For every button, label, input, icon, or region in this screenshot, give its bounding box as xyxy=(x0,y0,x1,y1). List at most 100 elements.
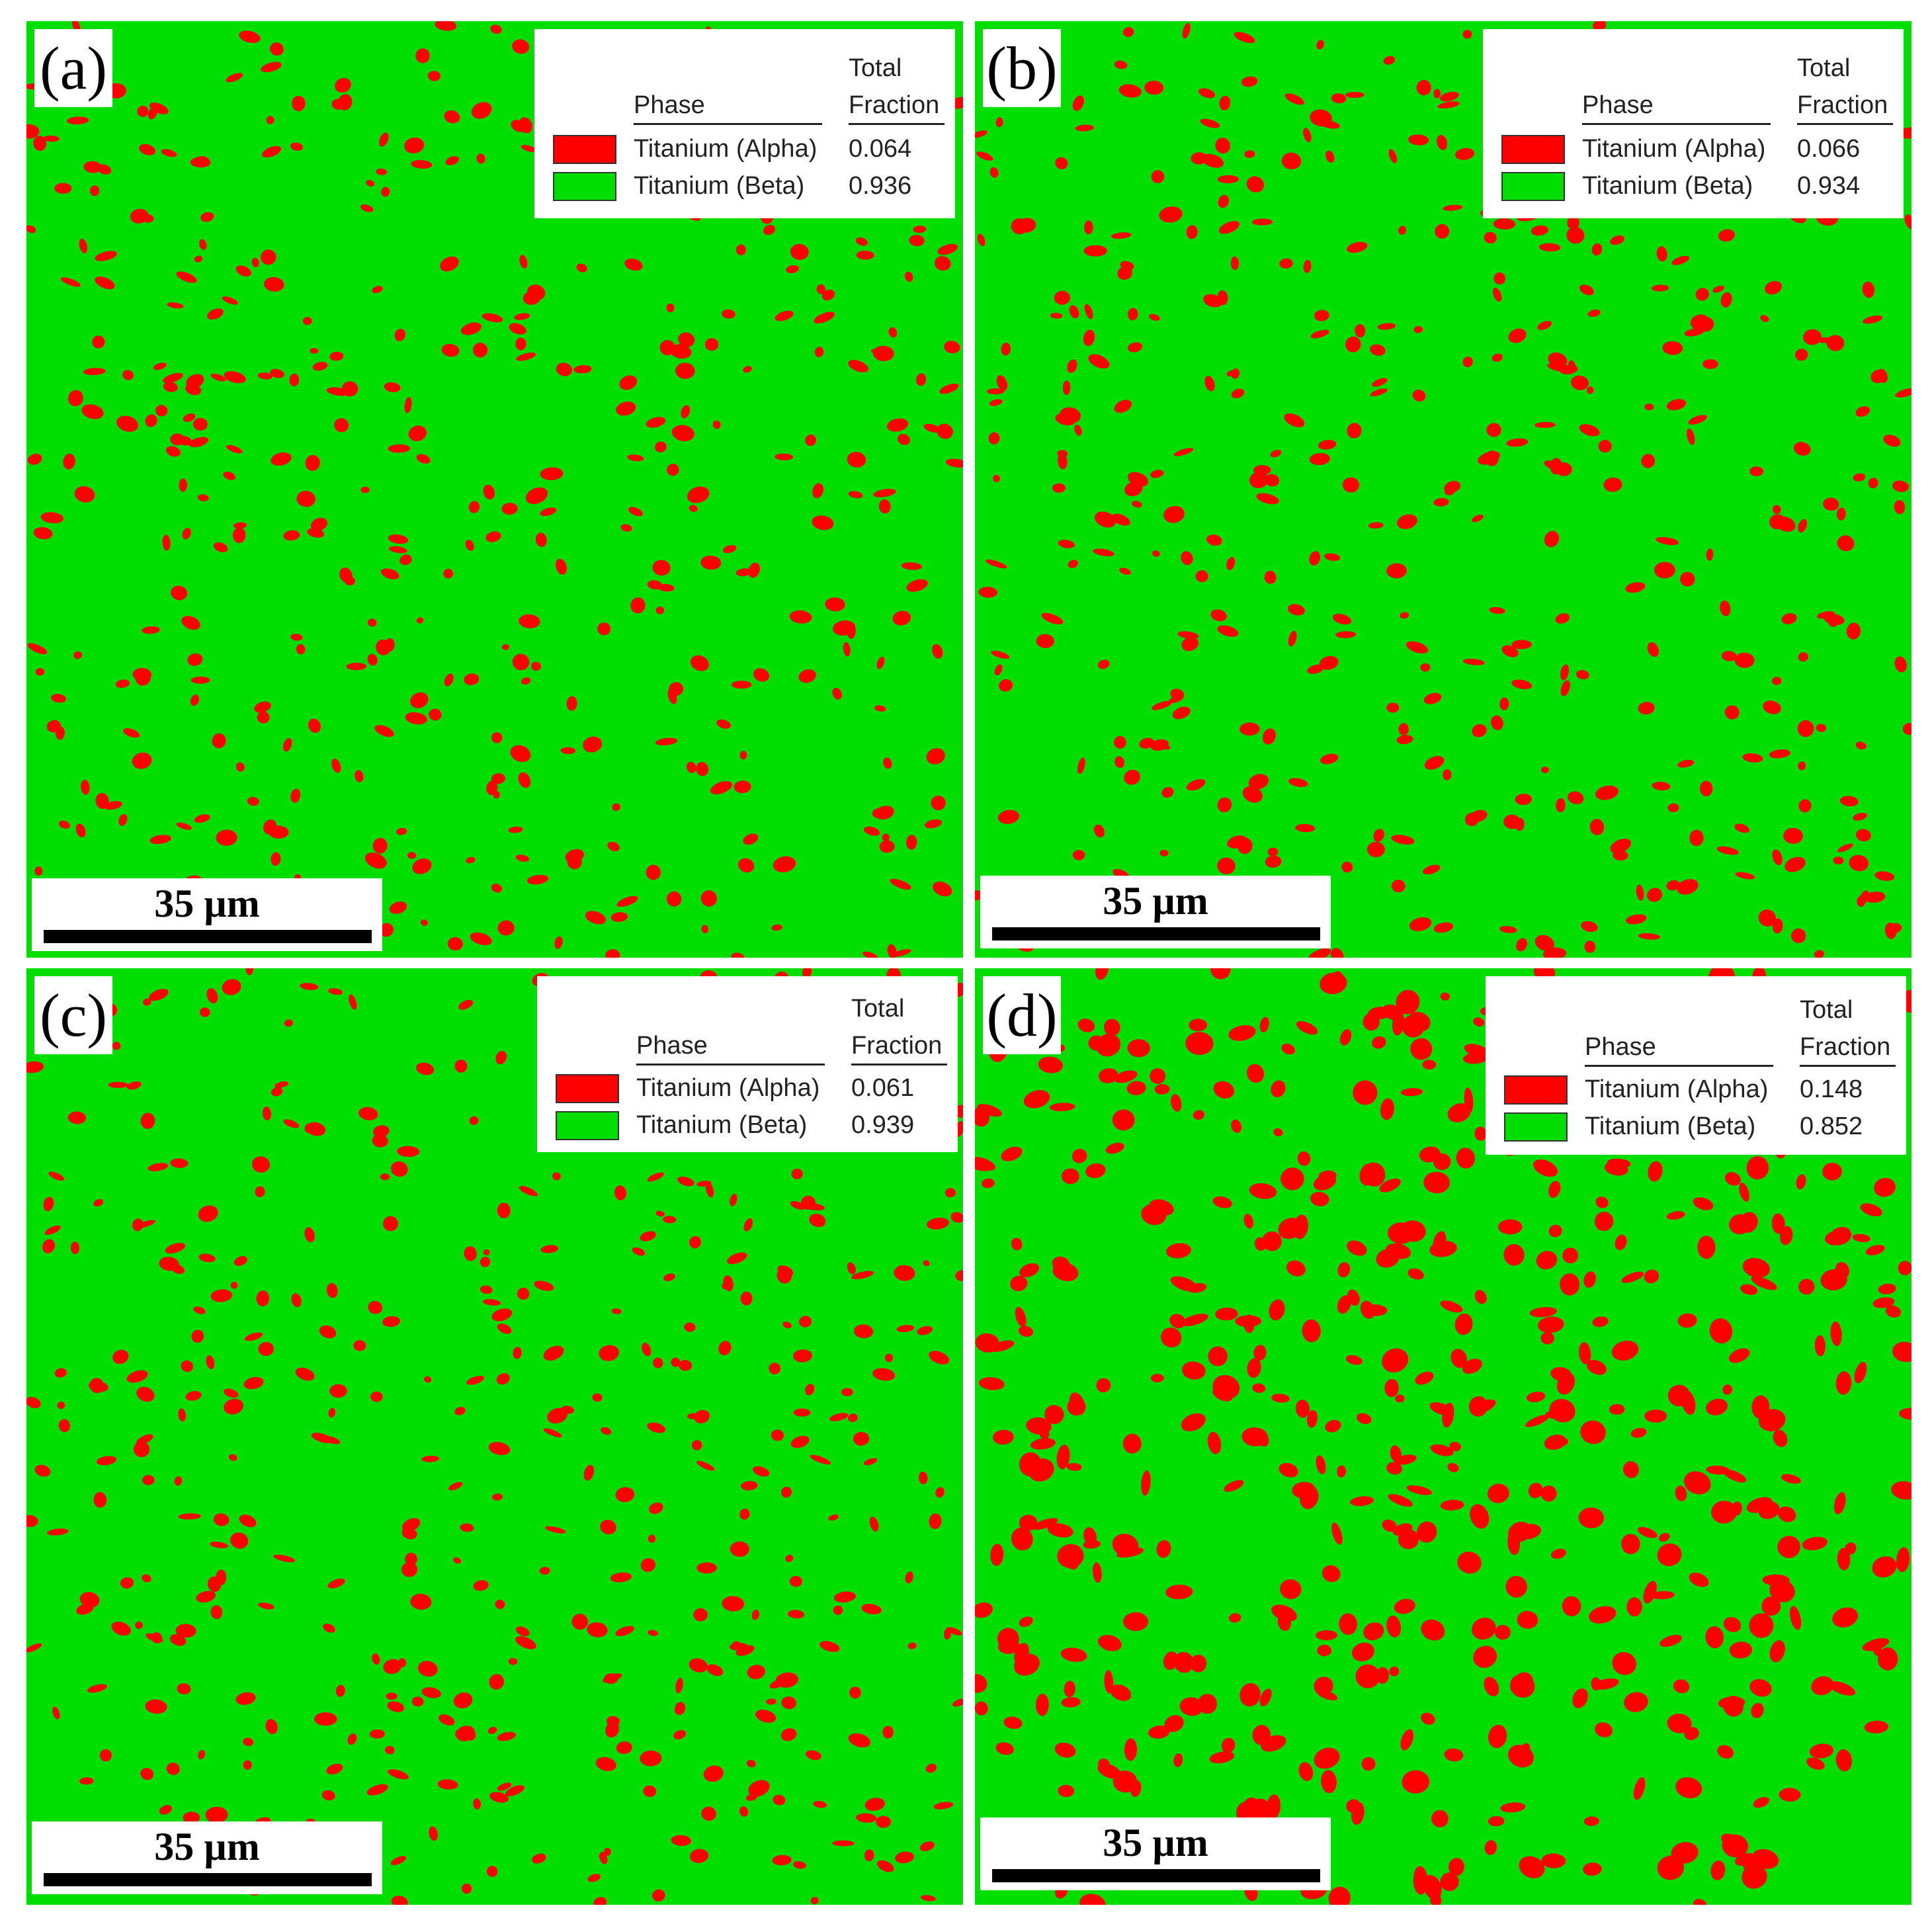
alpha-grain xyxy=(1583,1816,1599,1826)
alpha-grain xyxy=(410,1593,432,1610)
alpha-grain xyxy=(469,1116,479,1125)
alpha-grain xyxy=(1499,926,1517,933)
alpha-grain xyxy=(1817,337,1836,343)
alpha-grain xyxy=(1478,451,1500,465)
alpha-grain xyxy=(1749,1679,1772,1697)
alpha-grain xyxy=(792,1349,812,1362)
alpha-grain xyxy=(872,808,886,819)
alpha-grain xyxy=(1444,1748,1464,1762)
alpha-phase-name: Titanium (Alpha) xyxy=(636,1074,820,1102)
alpha-grain xyxy=(1677,1313,1697,1328)
alpha-grain xyxy=(1217,857,1236,874)
alpha-grain xyxy=(1462,659,1485,665)
alpha-grain xyxy=(1017,218,1036,233)
alpha-grain xyxy=(1281,1167,1304,1191)
alpha-grain xyxy=(66,116,89,125)
alpha-grain xyxy=(454,1060,468,1073)
alpha-grain xyxy=(1695,288,1709,301)
beta-swatch xyxy=(556,1111,619,1140)
alpha-grain xyxy=(1307,664,1324,674)
alpha-grain xyxy=(1170,1094,1182,1112)
alpha-grain xyxy=(1548,1224,1562,1237)
alpha-grain xyxy=(1681,1390,1696,1415)
alpha-grain xyxy=(681,405,691,419)
alpha-grain xyxy=(740,1291,753,1306)
alpha-grain xyxy=(1688,415,1707,425)
alpha-grain xyxy=(1806,1757,1825,1770)
alpha-grain xyxy=(874,705,886,712)
alpha-grain xyxy=(26,1643,42,1653)
alpha-grain xyxy=(1488,1724,1507,1748)
alpha-grain xyxy=(730,1193,737,1206)
alpha-grain xyxy=(1644,1409,1667,1423)
alpha-grain xyxy=(1189,1019,1207,1032)
alpha-grain xyxy=(497,1732,516,1741)
alpha-grain xyxy=(401,1562,417,1577)
scale-bar-b: 35 µm xyxy=(980,876,1331,948)
alpha-grain xyxy=(687,1413,701,1420)
alpha-grain xyxy=(247,796,259,806)
alpha-grain xyxy=(741,1481,758,1491)
alpha-grain xyxy=(329,1384,347,1398)
alpha-grain xyxy=(521,145,536,152)
alpha-grain xyxy=(142,1574,151,1583)
alpha-grain xyxy=(1011,1527,1033,1551)
alpha-grain xyxy=(416,617,424,624)
alpha-grain xyxy=(1609,1403,1625,1415)
alpha-grain xyxy=(1112,1109,1135,1131)
alpha-grain xyxy=(1318,120,1340,129)
alpha-grain xyxy=(1386,702,1400,713)
alpha-grain xyxy=(931,644,943,659)
alpha-grain xyxy=(1462,29,1472,39)
alpha-grain xyxy=(1580,1420,1606,1444)
alpha-grain xyxy=(1156,1540,1171,1558)
alpha-grain xyxy=(1278,1218,1303,1239)
alpha-grain xyxy=(1287,604,1305,616)
alpha-grain xyxy=(54,183,72,194)
alpha-grain xyxy=(1772,505,1781,515)
alpha-grain xyxy=(73,651,82,659)
alpha-grain xyxy=(389,901,407,914)
alpha-grain xyxy=(235,1692,256,1705)
alpha-grain xyxy=(994,664,1003,676)
alpha-grain xyxy=(1217,797,1232,813)
alpha-fraction: 0.066 xyxy=(1797,135,1861,163)
alpha-grain xyxy=(1706,548,1714,561)
alpha-phase-name: Titanium (Alpha) xyxy=(634,135,818,163)
legend-header-total: Total xyxy=(1800,996,1853,1024)
alpha-grain xyxy=(1114,756,1125,769)
alpha-grain xyxy=(1150,1374,1164,1383)
alpha-grain xyxy=(270,368,284,378)
alpha-grain xyxy=(1337,1262,1351,1278)
alpha-grain xyxy=(897,434,910,445)
alpha-grain xyxy=(1271,1080,1286,1098)
alpha-grain xyxy=(1295,823,1316,833)
alpha-grain xyxy=(471,102,492,119)
alpha-grain xyxy=(554,936,563,949)
alpha-fraction: 0.061 xyxy=(851,1074,915,1102)
alpha-grain xyxy=(739,751,747,760)
alpha-grain xyxy=(417,1661,438,1677)
alpha-grain xyxy=(646,417,666,428)
alpha-grain xyxy=(518,772,531,788)
alpha-grain xyxy=(1583,1271,1596,1288)
alpha-grain xyxy=(296,644,306,655)
alpha-grain xyxy=(731,681,752,689)
scale-bar-line xyxy=(44,1873,372,1886)
alpha-grain xyxy=(1421,1712,1435,1725)
alpha-grain xyxy=(108,1081,128,1088)
panel-label-b: (b) xyxy=(983,29,1061,107)
alpha-grain xyxy=(147,1163,169,1171)
alpha-swatch xyxy=(553,135,616,164)
alpha-grain xyxy=(1422,864,1441,875)
alpha-grain xyxy=(1760,315,1769,322)
alpha-grain xyxy=(404,397,412,413)
alpha-grain xyxy=(1195,570,1208,583)
alpha-grain xyxy=(1297,1151,1311,1166)
alpha-grain xyxy=(1531,225,1548,236)
alpha-grain xyxy=(1638,933,1660,940)
alpha-grain xyxy=(886,418,909,432)
alpha-grain xyxy=(136,1434,153,1445)
alpha-grain xyxy=(1281,152,1302,170)
alpha-grain xyxy=(675,362,695,379)
